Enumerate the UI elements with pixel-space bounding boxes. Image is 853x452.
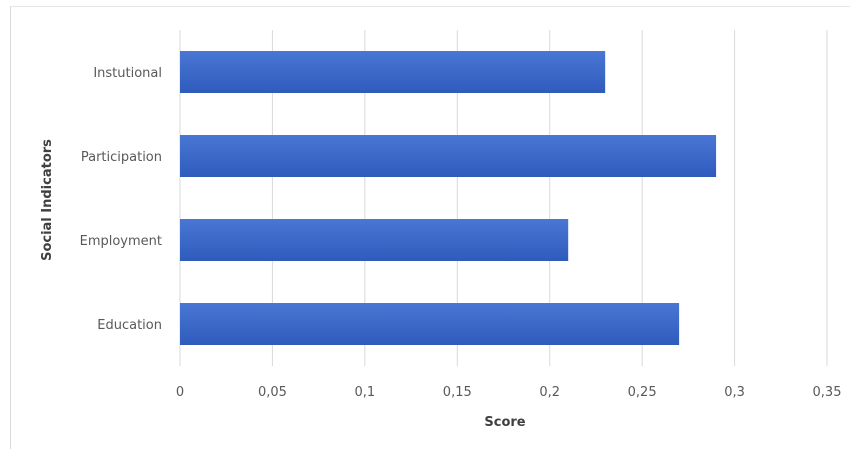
chart-border: [10, 6, 850, 449]
y-axis-title: Social Indicators: [40, 139, 55, 261]
bar-instutional: [180, 51, 606, 93]
x-tick-label: 0,3: [724, 385, 745, 400]
bar-participation: [180, 135, 717, 177]
y-tick-label: Instutional: [93, 66, 162, 81]
x-axis-title: Score: [484, 415, 525, 430]
x-tick-label: 0,1: [355, 385, 376, 400]
y-tick-labels: Instutional Participation Employment Educat…: [80, 66, 162, 333]
bar-employment: [180, 219, 569, 261]
x-tick-labels: 0 0,05 0,1 0,15 0,2 0,25 0,3 0,35: [176, 385, 842, 400]
y-tick-label: Employment: [80, 234, 162, 249]
x-tick-label: 0,05: [258, 385, 287, 400]
bars: [180, 51, 717, 345]
y-tick-label: Education: [97, 318, 162, 333]
x-tick-label: 0: [176, 385, 184, 400]
x-tick-label: 0,2: [539, 385, 560, 400]
x-tick-label: 0,25: [628, 385, 657, 400]
x-tick-label: 0,15: [443, 385, 472, 400]
y-tick-label: Participation: [81, 150, 162, 165]
x-tick-label: 0,35: [813, 385, 842, 400]
bar-education: [180, 303, 680, 345]
